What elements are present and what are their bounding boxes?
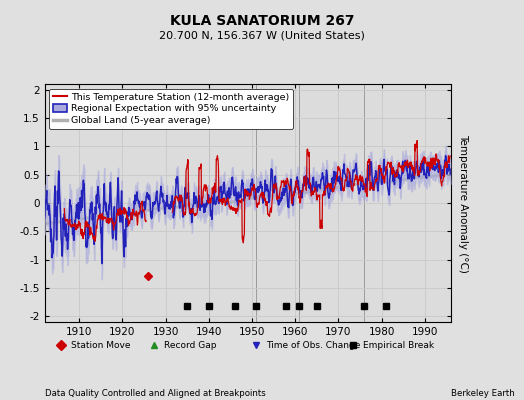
Legend: This Temperature Station (12-month average), Regional Expectation with 95% uncer: This Temperature Station (12-month avera…: [49, 89, 293, 129]
Text: 20.700 N, 156.367 W (United States): 20.700 N, 156.367 W (United States): [159, 30, 365, 40]
Text: Time of Obs. Change: Time of Obs. Change: [266, 340, 360, 350]
Text: Record Gap: Record Gap: [165, 340, 217, 350]
Text: KULA SANATORIUM 267: KULA SANATORIUM 267: [170, 14, 354, 28]
Text: Empirical Break: Empirical Break: [363, 340, 434, 350]
Text: Data Quality Controlled and Aligned at Breakpoints: Data Quality Controlled and Aligned at B…: [45, 389, 265, 398]
Y-axis label: Temperature Anomaly (°C): Temperature Anomaly (°C): [457, 134, 467, 272]
Text: Station Move: Station Move: [71, 340, 130, 350]
Text: Berkeley Earth: Berkeley Earth: [451, 389, 515, 398]
